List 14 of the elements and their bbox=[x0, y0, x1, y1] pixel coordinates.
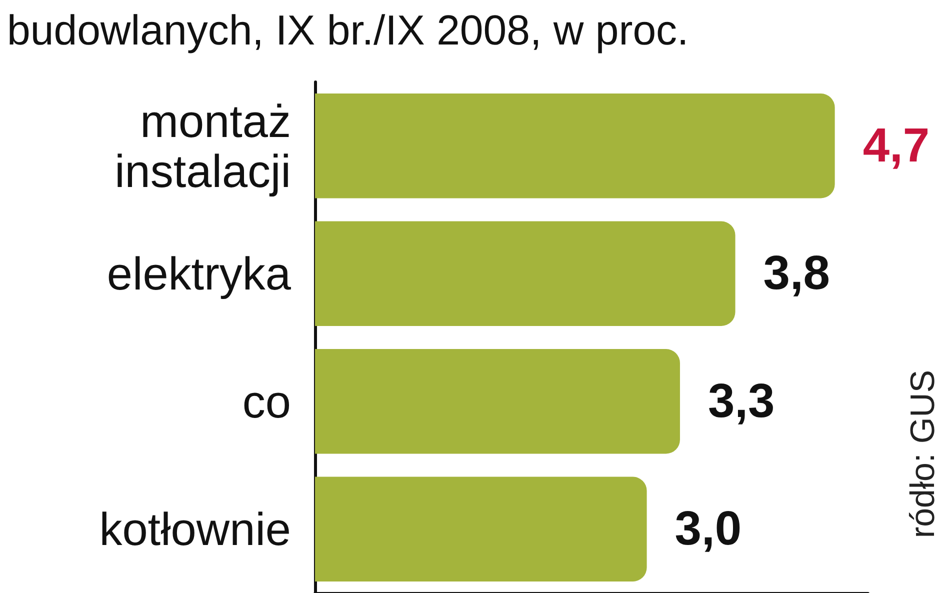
data-label: 4,7 bbox=[862, 119, 930, 172]
data-label: 3,8 bbox=[763, 247, 830, 300]
y-tick-label: kotłownie bbox=[99, 503, 291, 556]
text: ródło: GUS bbox=[904, 370, 942, 538]
bar bbox=[315, 476, 647, 582]
chart-title: budowlanych, IX br./IX 2008, w proc. bbox=[7, 6, 689, 54]
bar bbox=[315, 221, 736, 326]
data-label: 3,3 bbox=[708, 374, 775, 428]
data-label: 3,0 bbox=[674, 502, 742, 556]
y-tick-label: elektryka bbox=[106, 248, 292, 300]
bar bbox=[315, 349, 680, 454]
bar bbox=[315, 94, 835, 198]
y-tick-label: montaż instalacji bbox=[114, 94, 291, 197]
y-tick-label: co bbox=[242, 375, 291, 428]
